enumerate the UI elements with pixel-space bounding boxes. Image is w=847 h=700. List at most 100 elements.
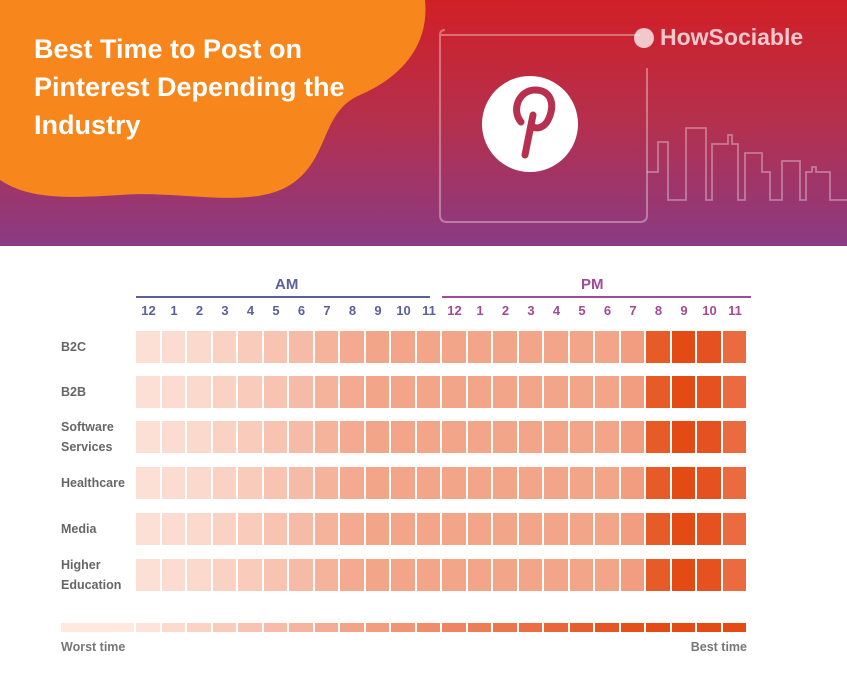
heatmap-cell (595, 421, 619, 453)
heatmap-cell (391, 559, 415, 591)
heatmap-cell (544, 467, 568, 499)
heatmap-cell (544, 376, 568, 408)
group-label-am: AM (275, 276, 299, 293)
legend-swatch (340, 623, 364, 632)
heatmap-cell (620, 559, 644, 591)
hour-tick-label: 4 (552, 303, 561, 318)
heatmap-cell (518, 331, 542, 363)
legend-swatch (442, 623, 466, 632)
heatmap-cell (314, 376, 338, 408)
hour-tick-label: 11 (422, 303, 436, 318)
heatmap-cell (136, 467, 160, 499)
heatmap-cell (365, 376, 389, 408)
legend-swatch (671, 623, 695, 632)
heatmap-cell (442, 559, 466, 591)
heatmap-cell (314, 513, 338, 545)
heatmap-cell (442, 421, 466, 453)
row-label: B2C (61, 340, 87, 354)
heatmap-cell (671, 376, 695, 408)
legend-swatch (646, 623, 670, 632)
legend-swatch (569, 623, 593, 632)
heatmap-cell (595, 331, 619, 363)
heatmap-cell (340, 559, 364, 591)
legend-high-label: Best time (690, 640, 747, 654)
heatmap-cell (646, 513, 670, 545)
hour-tick-label: 12 (141, 303, 156, 318)
hour-tick-label: 9 (680, 303, 688, 318)
heatmap-cell (238, 421, 262, 453)
heatmap-cell (161, 559, 185, 591)
heatmap-cell (289, 376, 313, 408)
hour-tick-label: 11 (728, 303, 742, 318)
heatmap-cell (442, 467, 466, 499)
heatmap-cell (212, 559, 236, 591)
heatmap-cell (314, 467, 338, 499)
legend-swatch (61, 623, 134, 632)
heatmap-cell (493, 376, 517, 408)
heatmap-cell (238, 331, 262, 363)
heatmap-cell (136, 559, 160, 591)
heatmap-cell (620, 376, 644, 408)
heatmap-cell (365, 513, 389, 545)
heatmap-cell (595, 467, 619, 499)
heatmap-cell (238, 376, 262, 408)
heatmap-cell (620, 331, 644, 363)
heatmap-cell (161, 376, 185, 408)
heatmap-cell (467, 513, 491, 545)
heatmap-cell (136, 421, 160, 453)
heatmap-cell (212, 376, 236, 408)
hour-tick-label: 7 (629, 303, 637, 318)
page-title: Best Time to Post on Pinterest Depending… (34, 34, 345, 140)
heatmap-cell (697, 559, 721, 591)
heatmap-cell (518, 513, 542, 545)
hour-tick-label: 3 (221, 303, 229, 318)
heatmap-cell (544, 331, 568, 363)
heatmap-cell (467, 421, 491, 453)
heatmap-cell (365, 331, 389, 363)
heatmap-cell (263, 376, 287, 408)
heatmap-cell (722, 331, 746, 363)
heatmap-cell (518, 421, 542, 453)
heatmap-cell (697, 421, 721, 453)
heatmap-cell (187, 467, 211, 499)
legend-swatch (391, 623, 415, 632)
heatmap-cell (365, 467, 389, 499)
heatmap-cell (646, 421, 670, 453)
heatmap-cell (289, 421, 313, 453)
heatmap-cell (442, 513, 466, 545)
heatmap-cell (340, 467, 364, 499)
heatmap-cell (595, 376, 619, 408)
heatmap-cell (722, 513, 746, 545)
heatmap-cell (569, 559, 593, 591)
group-line-am (136, 296, 430, 298)
heatmap-cell (136, 513, 160, 545)
heatmap-cell (416, 421, 440, 453)
heatmap-cell (722, 559, 746, 591)
legend-swatch (365, 623, 389, 632)
heatmap-cell (391, 376, 415, 408)
heatmap-cell (671, 421, 695, 453)
heatmap-cell (722, 421, 746, 453)
heatmap-cell (416, 331, 440, 363)
heatmap-cell (493, 513, 517, 545)
heatmap-cell (722, 467, 746, 499)
hour-tick-label: 9 (374, 303, 382, 318)
hour-tick-label: 4 (246, 303, 255, 318)
legend-swatch (544, 623, 568, 632)
heatmap-cell (391, 467, 415, 499)
legend-swatch (161, 623, 185, 632)
row-label: Media (61, 522, 97, 536)
legend-swatch (238, 623, 262, 632)
heatmap-cell (340, 376, 364, 408)
brand-logo: HowSociable (634, 24, 803, 51)
legend-swatch (187, 623, 211, 632)
heatmap-cell (340, 513, 364, 545)
heatmap-cell (518, 559, 542, 591)
hour-tick-label: 5 (578, 303, 586, 318)
heatmap-cell (646, 331, 670, 363)
hour-tick-label: 6 (603, 303, 612, 318)
heatmap-cell (620, 467, 644, 499)
heatmap-cell (569, 331, 593, 363)
legend-swatch (289, 623, 313, 632)
hour-tick-label: 1 (170, 303, 178, 318)
